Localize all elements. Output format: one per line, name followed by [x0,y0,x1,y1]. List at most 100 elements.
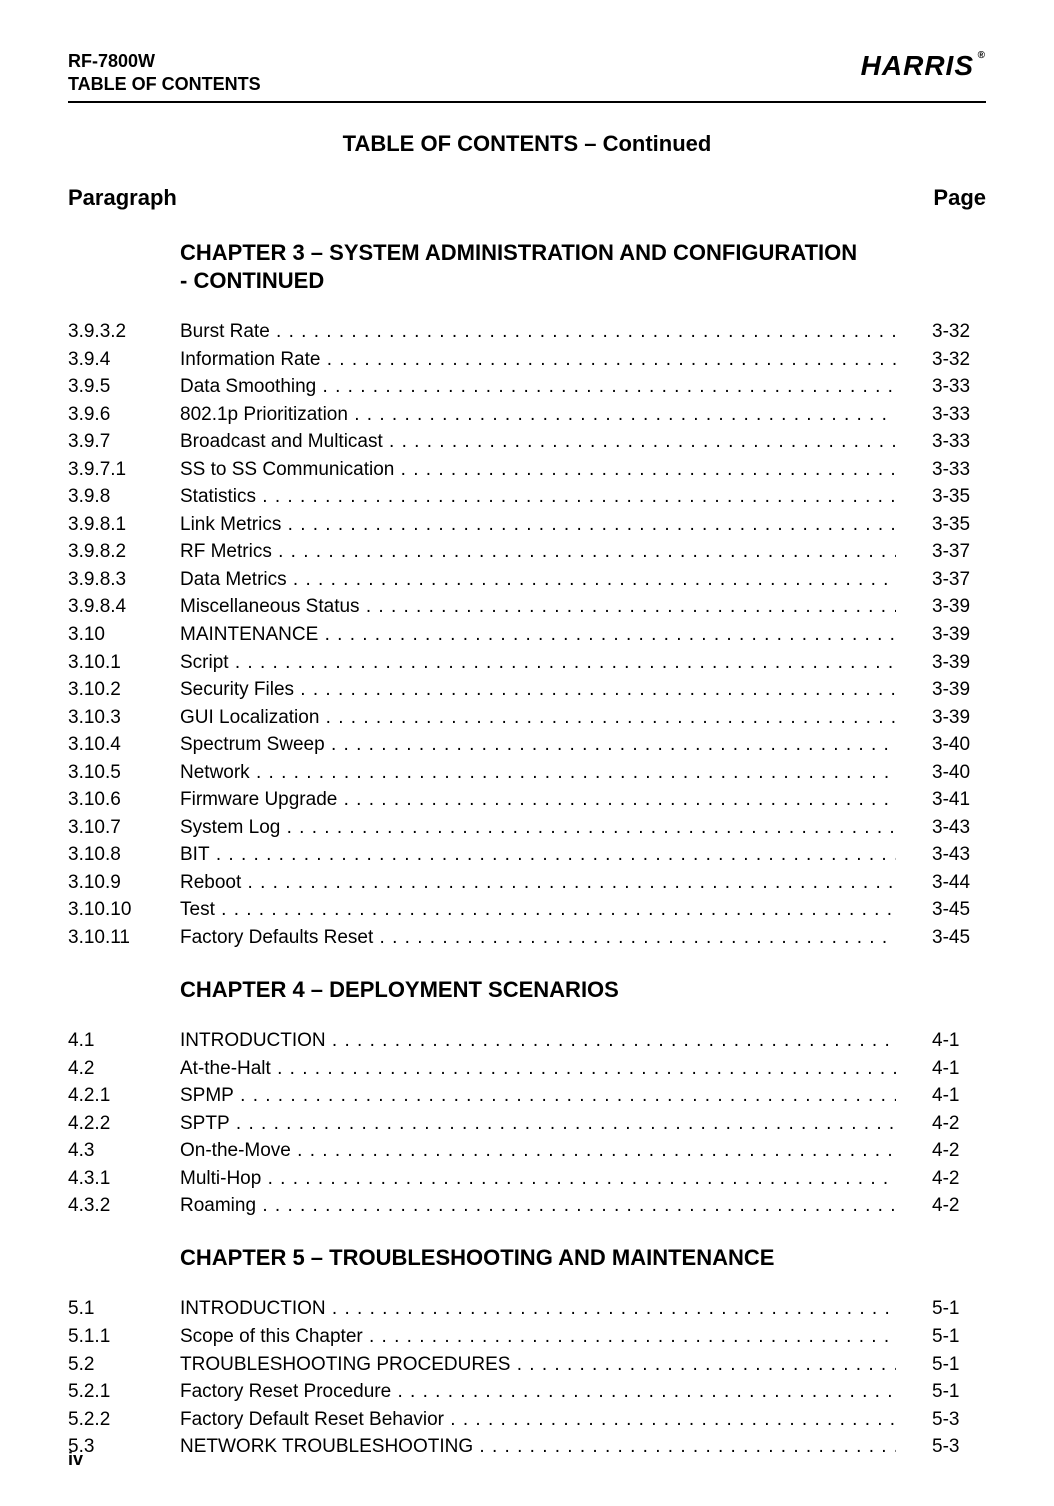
toc-section: 5.1INTRODUCTION5-15.1.1Scope of this Cha… [68,1295,986,1460]
chapter-heading: CHAPTER 4 – DEPLOYMENT SCENARIOS [180,976,986,1004]
toc-paragraph-number: 4.2 [68,1055,180,1083]
toc-paragraph-number: 3.10.1 [68,649,180,677]
toc-page-number: 3-39 [896,676,986,704]
toc-paragraph-number: 5.3 [68,1433,180,1461]
toc-row: 3.9.8.3Data Metrics3-37 [68,566,986,594]
toc-page-number: 3-33 [896,428,986,456]
toc-entry-title: At-the-Halt [180,1055,896,1083]
toc-paragraph-number: 3.10.5 [68,759,180,787]
toc-page-number: 5-3 [896,1433,986,1461]
page-header: RF-7800W TABLE OF CONTENTS HARRIS® [68,50,986,95]
toc-paragraph-number: 4.3.1 [68,1165,180,1193]
toc-entry-title: Broadcast and Multicast [180,428,896,456]
toc-paragraph-number: 3.10.11 [68,924,180,952]
toc-page-number: 4-1 [896,1055,986,1083]
toc-entry-title: RF Metrics [180,538,896,566]
toc-row: 4.2.1SPMP4-1 [68,1082,986,1110]
toc-row: 3.10.5Network3-40 [68,759,986,787]
toc-paragraph-number: 3.10 [68,621,180,649]
toc-page-number: 3-35 [896,483,986,511]
toc-paragraph-number: 5.1 [68,1295,180,1323]
toc-row: 3.9.8.4Miscellaneous Status3-39 [68,593,986,621]
toc-page-number: 3-45 [896,924,986,952]
toc-paragraph-number: 4.2.1 [68,1082,180,1110]
header-left: RF-7800W TABLE OF CONTENTS [68,50,261,95]
toc-entry-title: Network [180,759,896,787]
toc-page-number: 5-1 [896,1323,986,1351]
toc-paragraph-number: 3.9.6 [68,401,180,429]
toc-paragraph-number: 3.10.4 [68,731,180,759]
toc-paragraph-number: 3.10.6 [68,786,180,814]
toc-page-number: 3-32 [896,318,986,346]
column-headers: Paragraph Page [68,185,986,211]
toc-entry-title: Scope of this Chapter [180,1323,896,1351]
toc-paragraph-number: 4.3 [68,1137,180,1165]
toc-entry-title: Spectrum Sweep [180,731,896,759]
toc-entry-title: SPMP [180,1082,896,1110]
toc-body: CHAPTER 3 – SYSTEM ADMINISTRATION AND CO… [68,239,986,1461]
toc-paragraph-number: 3.10.10 [68,896,180,924]
brand-logo: HARRIS® [861,50,986,82]
toc-page-number: 5-1 [896,1295,986,1323]
toc-row: 3.10.7System Log3-43 [68,814,986,842]
toc-paragraph-number: 3.9.5 [68,373,180,401]
toc-entry-title: On-the-Move [180,1137,896,1165]
toc-row: 3.10.3GUI Localization3-39 [68,704,986,732]
toc-entry-title: MAINTENANCE [180,621,896,649]
toc-row: 3.9.8.1Link Metrics3-35 [68,511,986,539]
toc-section: 4.1INTRODUCTION4-14.2At-the-Halt4-14.2.1… [68,1027,986,1220]
toc-page-number: 4-2 [896,1110,986,1138]
toc-row: 3.9.8.2RF Metrics3-37 [68,538,986,566]
toc-page-number: 3-39 [896,593,986,621]
toc-page-number: 3-44 [896,869,986,897]
header-rule [68,101,986,103]
toc-row: 3.10.2Security Files3-39 [68,676,986,704]
toc-page-number: 5-3 [896,1406,986,1434]
toc-row: 3.9.6802.1p Prioritization3-33 [68,401,986,429]
header-section: TABLE OF CONTENTS [68,73,261,96]
toc-page-number: 3-41 [896,786,986,814]
toc-row: 3.9.7Broadcast and Multicast3-33 [68,428,986,456]
toc-row: 3.10.4Spectrum Sweep3-40 [68,731,986,759]
toc-entry-title: Firmware Upgrade [180,786,896,814]
product-code: RF-7800W [68,50,261,73]
toc-entry-title: Information Rate [180,346,896,374]
toc-paragraph-number: 3.9.8.4 [68,593,180,621]
toc-row: 4.3On-the-Move4-2 [68,1137,986,1165]
chapter-heading: CHAPTER 3 – SYSTEM ADMINISTRATION AND CO… [180,239,986,294]
toc-page-number: 3-35 [896,511,986,539]
toc-page-number: 3-39 [896,704,986,732]
toc-row: 4.1INTRODUCTION4-1 [68,1027,986,1055]
toc-entry-title: Factory Default Reset Behavior [180,1406,896,1434]
page-title: TABLE OF CONTENTS – Continued [68,131,986,157]
toc-paragraph-number: 3.10.7 [68,814,180,842]
toc-page-number: 3-37 [896,566,986,594]
toc-entry-title: Roaming [180,1192,896,1220]
toc-paragraph-number: 3.9.8.1 [68,511,180,539]
toc-entry-title: SPTP [180,1110,896,1138]
toc-row: 4.3.1Multi-Hop4-2 [68,1165,986,1193]
toc-entry-title: Test [180,896,896,924]
toc-row: 5.3NETWORK TROUBLESHOOTING5-3 [68,1433,986,1461]
toc-row: 5.1INTRODUCTION5-1 [68,1295,986,1323]
toc-paragraph-number: 3.10.9 [68,869,180,897]
toc-page-number: 4-1 [896,1082,986,1110]
toc-page-number: 3-43 [896,841,986,869]
toc-entry-title: 802.1p Prioritization [180,401,896,429]
toc-entry-title: Script [180,649,896,677]
toc-page-number: 4-2 [896,1165,986,1193]
chapter-heading: CHAPTER 5 – TROUBLESHOOTING AND MAINTENA… [180,1244,986,1272]
toc-row: 5.2TROUBLESHOOTING PROCEDURES5-1 [68,1351,986,1379]
toc-row: 3.10.9Reboot3-44 [68,869,986,897]
toc-entry-title: Miscellaneous Status [180,593,896,621]
toc-paragraph-number: 3.9.4 [68,346,180,374]
toc-page-number: 3-32 [896,346,986,374]
colhead-page: Page [933,185,986,211]
toc-paragraph-number: 5.2 [68,1351,180,1379]
toc-page-number: 3-39 [896,621,986,649]
toc-row: 3.10.6Firmware Upgrade3-41 [68,786,986,814]
toc-paragraph-number: 5.2.1 [68,1378,180,1406]
toc-entry-title: INTRODUCTION [180,1027,896,1055]
toc-entry-title: Factory Defaults Reset [180,924,896,952]
toc-page-number: 3-33 [896,401,986,429]
